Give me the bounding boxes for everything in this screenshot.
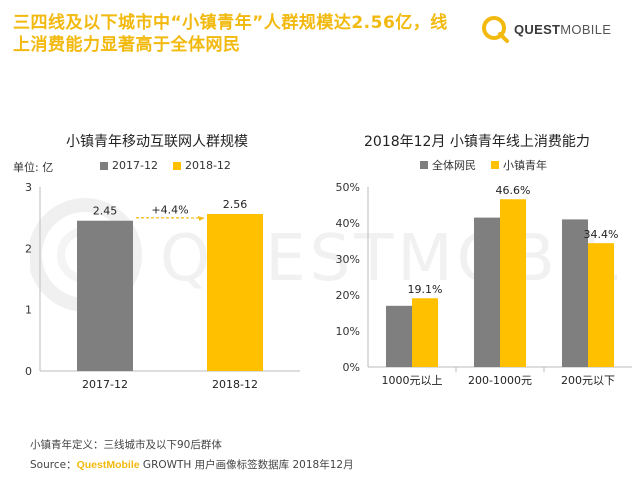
questmobile-logo: QUESTMOBILE [478,12,638,44]
y-tick-label: 1 [25,304,32,317]
y-tick-label: 3 [25,181,32,194]
source-brand: QuestMobile [76,459,140,471]
bar-小镇青年-200元以下 [588,243,614,367]
bar-小镇青年-200-1000元 [500,199,526,367]
y-tick-label: 0 [25,365,32,378]
headline: 三四线及以下城市中“小镇青年”人群规模达2.56亿，线上消费能力显著高于全体网民 [13,13,448,55]
logo-ring-icon [482,16,509,43]
footer-source: Source：QuestMobile GROWTH 用户画像标签数据库 2018… [30,457,354,472]
right-chart: 0% 10% 20% 30% 40% 50% 19.1% 1000元以上 46.6% 200-1… [336,181,632,387]
bar-value-label: 19.1% [408,283,443,296]
y-tick-label: 40% [336,217,360,230]
legend-item-town-youth: 小镇青年 [491,157,547,173]
arrow-head-icon [198,215,204,221]
y-tick-label: 50% [336,181,360,194]
bar-全体网民-200-1000元 [474,217,500,367]
right-chart-legend: 全体网民 小镇青年 [420,157,557,173]
bar-全体网民-1000元以上 [386,305,412,367]
bar-2018-12 [207,213,263,371]
bar-2017-12 [77,220,133,371]
y-tick-label: 2 [25,242,32,255]
y-tick-label: 0% [343,361,360,374]
source-prefix: Source： [30,459,77,471]
right-chart-title: 2018年12月 小镇青年线上消费能力 [364,134,590,150]
logo-wordmark: QUESTMOBILE [514,22,612,37]
legend-item-2018: 2018-12 [172,159,231,172]
legend-swatch [491,161,499,169]
x-tick-label: 2017-12 [82,378,128,391]
footer-definition: 小镇青年定义：三线城市及以下90后群体 [30,439,222,451]
left-chart-title: 小镇青年移动互联网人群规模 [66,134,248,150]
x-tick-label: 200-1000元 [468,374,532,387]
bar-全体网民-200元以下 [562,219,588,367]
left-chart-legend: 2017-12 2018-12 [100,159,241,172]
bar-value-label: 2.56 [223,198,248,211]
legend-swatch [420,161,428,169]
x-tick-label: 200元以下 [561,374,615,387]
legend-item-2017: 2017-12 [100,159,158,172]
y-tick-label: 20% [336,289,360,302]
x-tick-label: 1000元以上 [382,374,443,387]
bar-小镇青年-1000元以上 [412,298,438,367]
left-chart: 0 1 2 3 2.45 2017-12 2.56 2018-12 +4.4% [25,181,300,391]
legend-swatch [100,161,108,170]
growth-annotation: +4.4% [151,204,188,217]
bar-value-label: 46.6% [496,184,531,197]
bar-value-label: 2.45 [93,205,118,218]
y-tick-label: 10% [336,325,360,338]
source-text: GROWTH 用户画像标签数据库 2018年12月 [139,459,354,471]
y-tick-label: 30% [336,253,360,266]
legend-item-all-netizens: 全体网民 [420,157,476,173]
left-chart-unit: 单位: 亿 [13,161,54,174]
x-tick-label: 2018-12 [212,378,258,391]
bar-value-label: 34.4% [584,228,619,241]
legend-swatch [172,161,181,170]
